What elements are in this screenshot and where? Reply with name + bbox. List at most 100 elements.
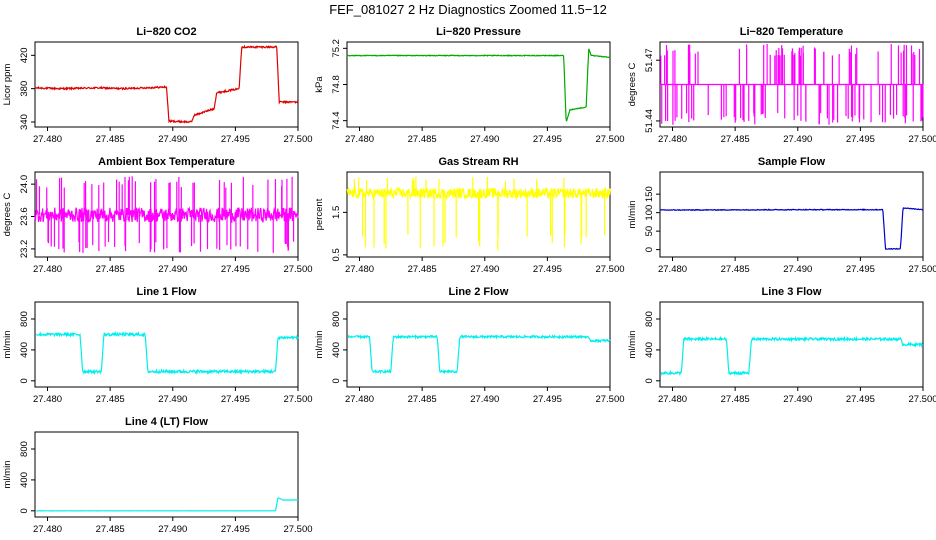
panel-2: Li−820 Pressure 27.480 27.485 27.490 27.495 2… [314, 26, 625, 145]
x-tick-label: 27.485 [96, 134, 125, 145]
plot-frame [34, 301, 299, 388]
panel-3: Li−820 Temperature 27.480 27.485 27.490 27.4… [627, 26, 936, 145]
y-axis-label: ml/min [314, 331, 325, 359]
x-tick-label: 27.495 [221, 524, 250, 535]
x-tick-label: 27.495 [221, 394, 250, 405]
x-tick-label: 27.480 [33, 134, 62, 145]
panel-title: Li−820 CO2 [136, 26, 196, 38]
x-tick-label: 27.490 [158, 264, 187, 275]
x-tick-label: 27.480 [658, 134, 687, 145]
x-tick-label: 27.485 [408, 134, 437, 145]
y-axis-label: ml/min [2, 461, 13, 489]
x-tick-label: 27.490 [783, 264, 812, 275]
y-tick-label: 800 [644, 311, 655, 327]
x-tick-label: 27.500 [908, 134, 936, 145]
y-tick-label: 400 [331, 342, 342, 358]
y-tick-label: 0 [331, 378, 342, 383]
x-tick-label: 27.480 [345, 394, 374, 405]
panel-6: Sample Flow 27.480 27.485 27.490 27.495 27.50… [627, 156, 936, 275]
x-tick-label: 27.485 [408, 264, 437, 275]
x-tick-label: 27.485 [721, 264, 750, 275]
x-tick-label: 27.490 [470, 394, 499, 405]
x-tick-label: 27.490 [470, 264, 499, 275]
x-tick-label: 27.490 [470, 134, 499, 145]
y-tick-label: 340 [19, 114, 30, 130]
y-tick-label: 420 [19, 47, 30, 63]
y-axis-label: percent [314, 198, 325, 230]
plot-frame [659, 171, 924, 258]
x-tick-label: 27.485 [96, 264, 125, 275]
panel-title: Sample Flow [758, 156, 826, 168]
y-tick-label: 24.0 [19, 175, 30, 194]
plot-frame [34, 41, 299, 128]
y-tick-label: 800 [331, 311, 342, 327]
x-tick-label: 27.480 [345, 134, 374, 145]
x-tick-label: 27.495 [846, 134, 875, 145]
panel-title: Li−820 Temperature [740, 26, 843, 38]
data-series [34, 44, 299, 124]
panel-grid: Li−820 CO2 27.480 27.485 27.490 27.495 27.500… [2, 26, 936, 535]
x-tick-label: 27.485 [408, 394, 437, 405]
data-series [36, 497, 299, 512]
y-axis-label: ml/min [627, 331, 638, 359]
x-tick-label: 27.480 [345, 264, 374, 275]
x-tick-label: 27.500 [283, 264, 312, 275]
y-tick-label: 380 [19, 81, 30, 97]
x-tick-label: 27.500 [595, 264, 624, 275]
y-tick-label: 0.5 [331, 248, 342, 261]
x-tick-label: 27.490 [783, 394, 812, 405]
x-tick-label: 27.495 [846, 264, 875, 275]
x-tick-label: 27.500 [283, 394, 312, 405]
y-axis-label: Licor ppm [2, 64, 13, 106]
y-tick-label: 800 [19, 311, 30, 327]
x-tick-label: 27.500 [283, 134, 312, 145]
y-tick-label: 800 [19, 441, 30, 457]
x-tick-label: 27.485 [96, 524, 125, 535]
y-tick-label: 51.44 [644, 109, 655, 133]
y-tick-label: 100 [644, 205, 655, 221]
panel-title: Li−820 Pressure [436, 26, 521, 38]
panel-5: Gas Stream RH 27.480 27.485 27.490 27.495 27.… [314, 156, 625, 275]
data-series [347, 333, 611, 375]
plot-frame [346, 171, 611, 258]
plot-frame [34, 431, 299, 518]
y-tick-label: 0 [19, 378, 30, 383]
x-tick-label: 27.490 [158, 394, 187, 405]
panel-title: Line 2 Flow [449, 286, 509, 298]
data-series [660, 335, 924, 377]
x-tick-label: 27.485 [721, 394, 750, 405]
panel-title: Line 3 Flow [762, 286, 822, 298]
x-tick-label: 27.500 [908, 264, 936, 275]
x-tick-label: 27.495 [221, 134, 250, 145]
y-tick-label: 400 [19, 472, 30, 488]
y-tick-label: 1.5 [331, 206, 342, 219]
panel-title: Line 1 Flow [137, 286, 197, 298]
y-tick-label: 23.2 [19, 240, 30, 259]
y-axis-label: ml/min [627, 201, 638, 229]
y-tick-label: 0 [644, 247, 655, 252]
x-tick-label: 27.480 [33, 524, 62, 535]
y-tick-label: 23.6 [19, 207, 30, 226]
x-tick-label: 27.495 [221, 264, 250, 275]
plot-frame [346, 301, 611, 388]
x-tick-label: 27.500 [283, 524, 312, 535]
panel-7: Line 1 Flow 27.480 27.485 27.490 27.495 27.50… [2, 286, 313, 405]
x-tick-label: 27.480 [658, 394, 687, 405]
y-tick-label: 75.2 [331, 39, 342, 58]
x-tick-label: 27.485 [96, 394, 125, 405]
panel-title: Line 4 (LT) Flow [125, 416, 208, 428]
y-tick-label: 74.4 [331, 111, 342, 130]
y-axis-label: degrees C [2, 192, 13, 236]
y-axis-label: ml/min [2, 331, 13, 359]
y-tick-label: 400 [19, 342, 30, 358]
y-tick-label: 0 [19, 508, 30, 513]
x-tick-label: 27.490 [158, 134, 187, 145]
y-tick-label: 51.47 [644, 48, 655, 72]
x-tick-label: 27.495 [533, 134, 562, 145]
data-series [35, 330, 299, 376]
panel-10: Line 4 (LT) Flow 27.480 27.485 27.490 27.495… [2, 416, 313, 535]
x-tick-label: 27.495 [533, 394, 562, 405]
panel-title: Gas Stream RH [438, 156, 518, 168]
panel-9: Line 3 Flow 27.480 27.485 27.490 27.495 27.50… [627, 286, 936, 405]
